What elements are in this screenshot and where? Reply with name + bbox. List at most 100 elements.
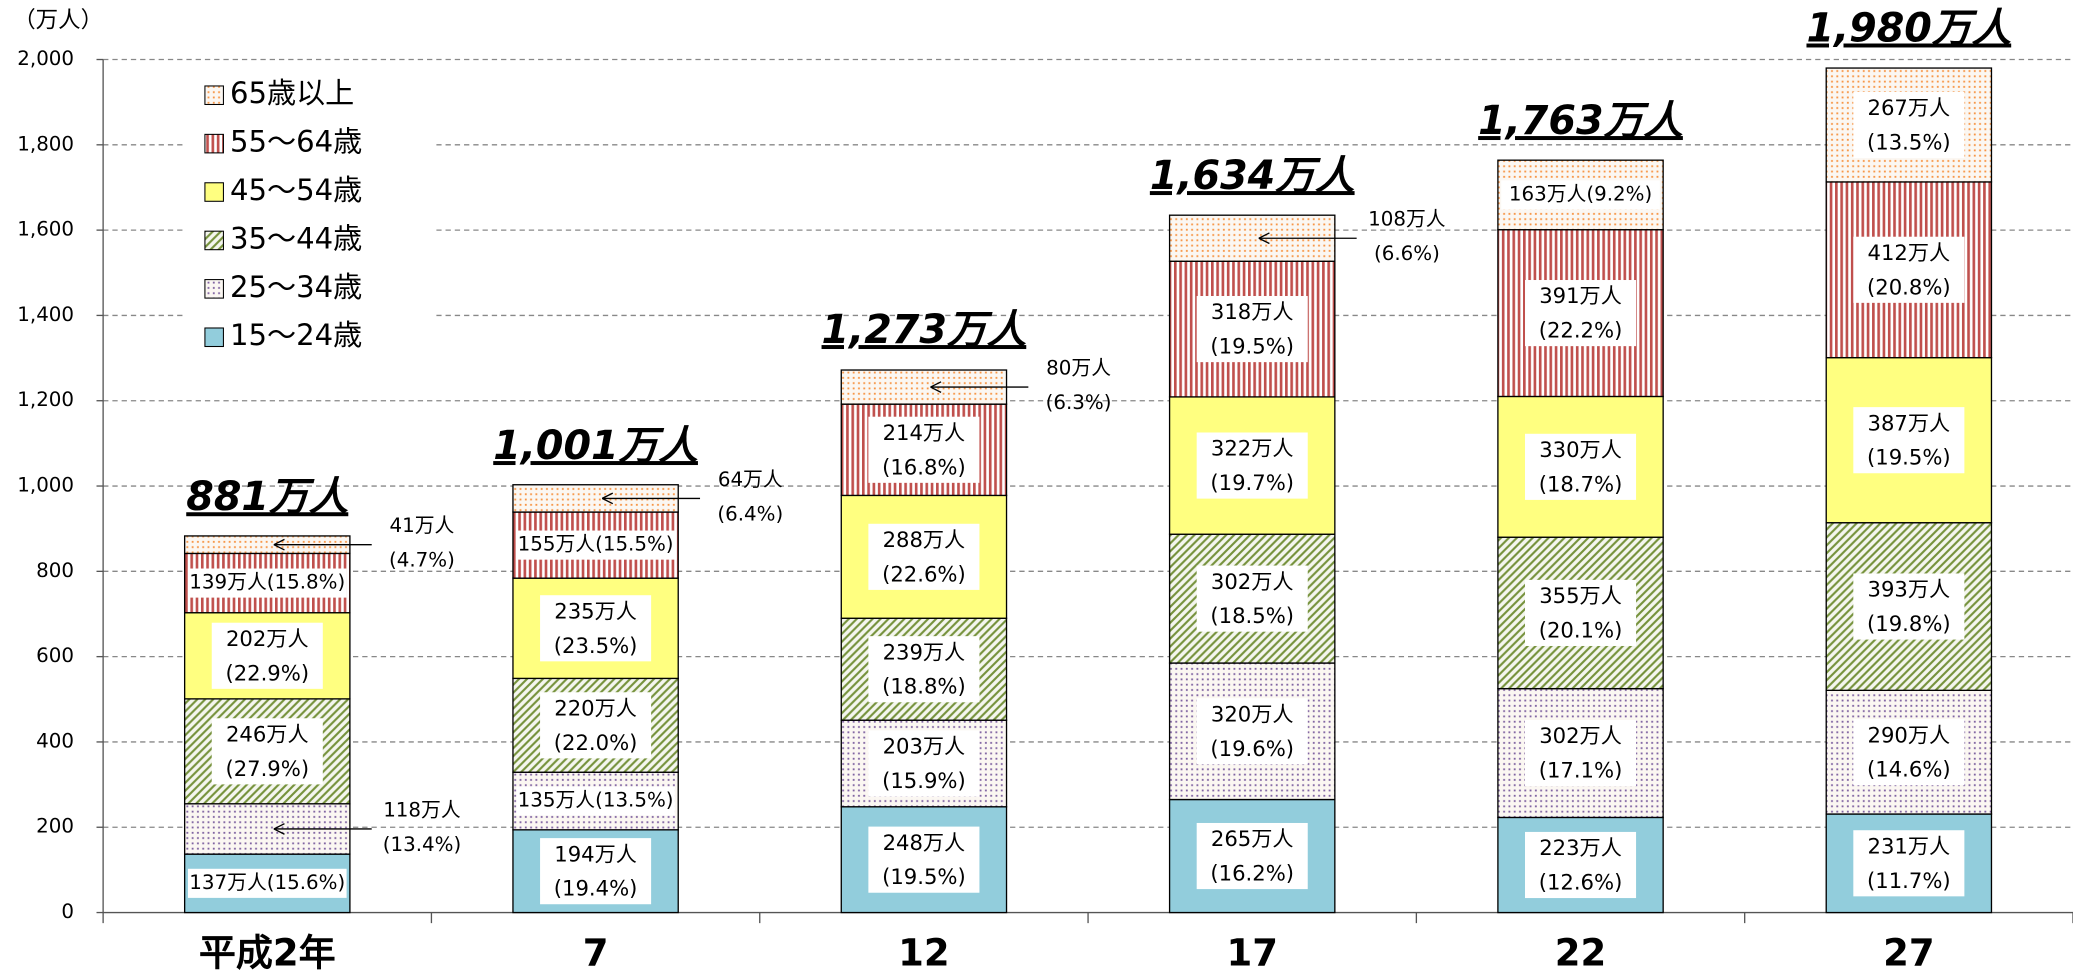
value-label: 64万人(6.4%) [717,467,783,524]
label-bg [211,718,323,785]
legend-swatch [204,327,224,348]
value-label: 393万人(19.8%) [1867,577,1951,636]
value-label: 163万人(9.2%) [1509,182,1652,205]
y-tick-label: 1,400 [17,303,74,326]
y-tick-label: 400 [36,729,74,752]
legend-swatch [204,182,224,202]
label-bg [1525,831,1637,899]
label-bg [1196,822,1308,890]
label-bg [540,692,652,759]
value-label: 139万人(15.8%) [189,571,345,594]
legend-label: 55～64歳 [230,125,362,159]
label-bg [868,416,980,483]
value-label: 41万人(4.7%) [389,514,455,571]
x-tick-label: 12 [898,931,950,974]
total-label: 1,273万人 [822,307,1027,353]
label-bg [1196,296,1308,363]
value-label: 322万人(19.7%) [1210,436,1294,495]
label-bg [1525,433,1637,500]
value-label: 246万人(27.9%) [225,721,309,780]
x-tick-label: 27 [1883,931,1935,974]
value-label: 248万人(19.5%) [882,830,966,889]
value-label: 355万人(20.1%) [1539,583,1623,642]
label-bg [1853,236,1965,303]
value-label: 194万人(19.4%) [554,841,638,900]
legend: 65歳以上 55～64歳 45～54歳 35～44歳 25～34歳 15～24歳 [185,72,437,358]
value-label: 320万人(19.6%) [1210,701,1294,760]
value-label: 137万人(15.6%) [189,871,345,894]
value-label: 330万人(18.7%) [1539,437,1623,496]
total-label: 1,001万人 [493,423,698,469]
value-label: 214万人(16.8%) [882,420,966,479]
label-bg [516,530,675,560]
value-label: 302万人(18.5%) [1210,569,1294,628]
label-bg [1853,407,1965,474]
y-tick-label: 1,800 [17,132,74,155]
y-tick-label: 200 [36,815,74,838]
label-bg [1196,432,1308,499]
label-bg [1525,579,1637,646]
value-label: 290万人(14.6%) [1867,722,1951,781]
label-bg [1853,91,1965,159]
y-axis-label: （万人） [13,8,103,34]
y-tick-label: 1,200 [17,388,74,411]
label-bg [868,636,980,703]
value-label: 108万人(6.6%) [1368,207,1446,264]
label-bg [868,730,980,797]
x-tick-label: 17 [1226,931,1278,974]
value-label: 202万人(22.9%) [225,626,309,685]
legend-label: 25～34歳 [230,270,362,304]
label-bg [1501,180,1660,210]
label-bg [540,838,652,905]
value-label: 203万人(15.9%) [882,734,966,793]
value-label: 267万人(13.5%) [1867,95,1951,154]
value-label: 231万人(11.7%) [1867,833,1951,892]
value-label: 318万人(19.5%) [1210,299,1294,358]
y-tick-label: 1,000 [17,474,74,497]
total-label: 1,634万人 [1150,153,1355,199]
value-label: 155万人(15.5%) [518,533,674,556]
legend-swatch [204,230,224,251]
label-bg [187,868,347,898]
total-label: 1,763万人 [1478,98,1683,144]
legend-bg [185,72,437,358]
value-label: 391万人(22.2%) [1539,283,1623,342]
label-bg [1525,719,1637,787]
label-bg [1853,573,1965,640]
x-tick-label: 22 [1555,931,1607,974]
label-bg [868,826,980,893]
value-label: 387万人(19.5%) [1867,410,1951,469]
value-label: 135万人(13.5%) [518,789,674,812]
label-bg [187,568,347,598]
total-label: 881万人 [186,474,348,520]
value-label: 412万人(20.8%) [1867,240,1951,299]
value-label: 220万人(22.0%) [554,695,638,754]
label-bg [1196,698,1308,765]
total-label: 1,980万人 [1806,6,2011,52]
y-tick-label: 0 [61,900,74,923]
value-label: 118万人(13.4%) [383,798,461,855]
value-label: 288万人(22.6%) [882,527,966,586]
y-tick-label: 600 [36,644,74,667]
value-label: 235万人(23.5%) [554,598,638,657]
x-tick-label: 平成2年 [199,931,336,974]
y-tick-label: 800 [36,559,74,582]
label-bg [211,622,323,689]
value-label: 223万人(12.6%) [1539,835,1623,894]
label-bg [1525,280,1637,347]
label-bg [540,595,652,662]
label-bg [516,786,675,816]
label-bg [1853,719,1965,786]
legend-swatch [204,279,224,299]
legend-label: 45～54歳 [230,173,362,207]
y-tick-label: 2,000 [17,47,74,70]
label-bg [1853,830,1965,897]
legend-label: 35～44歳 [230,221,362,255]
label-bg [1196,565,1308,632]
value-label: 302万人(17.1%) [1539,723,1623,782]
y-tick-label: 1,600 [17,218,74,241]
legend-swatch [204,85,224,106]
value-label: 239万人(18.8%) [882,639,966,698]
legend-swatch [204,133,224,154]
